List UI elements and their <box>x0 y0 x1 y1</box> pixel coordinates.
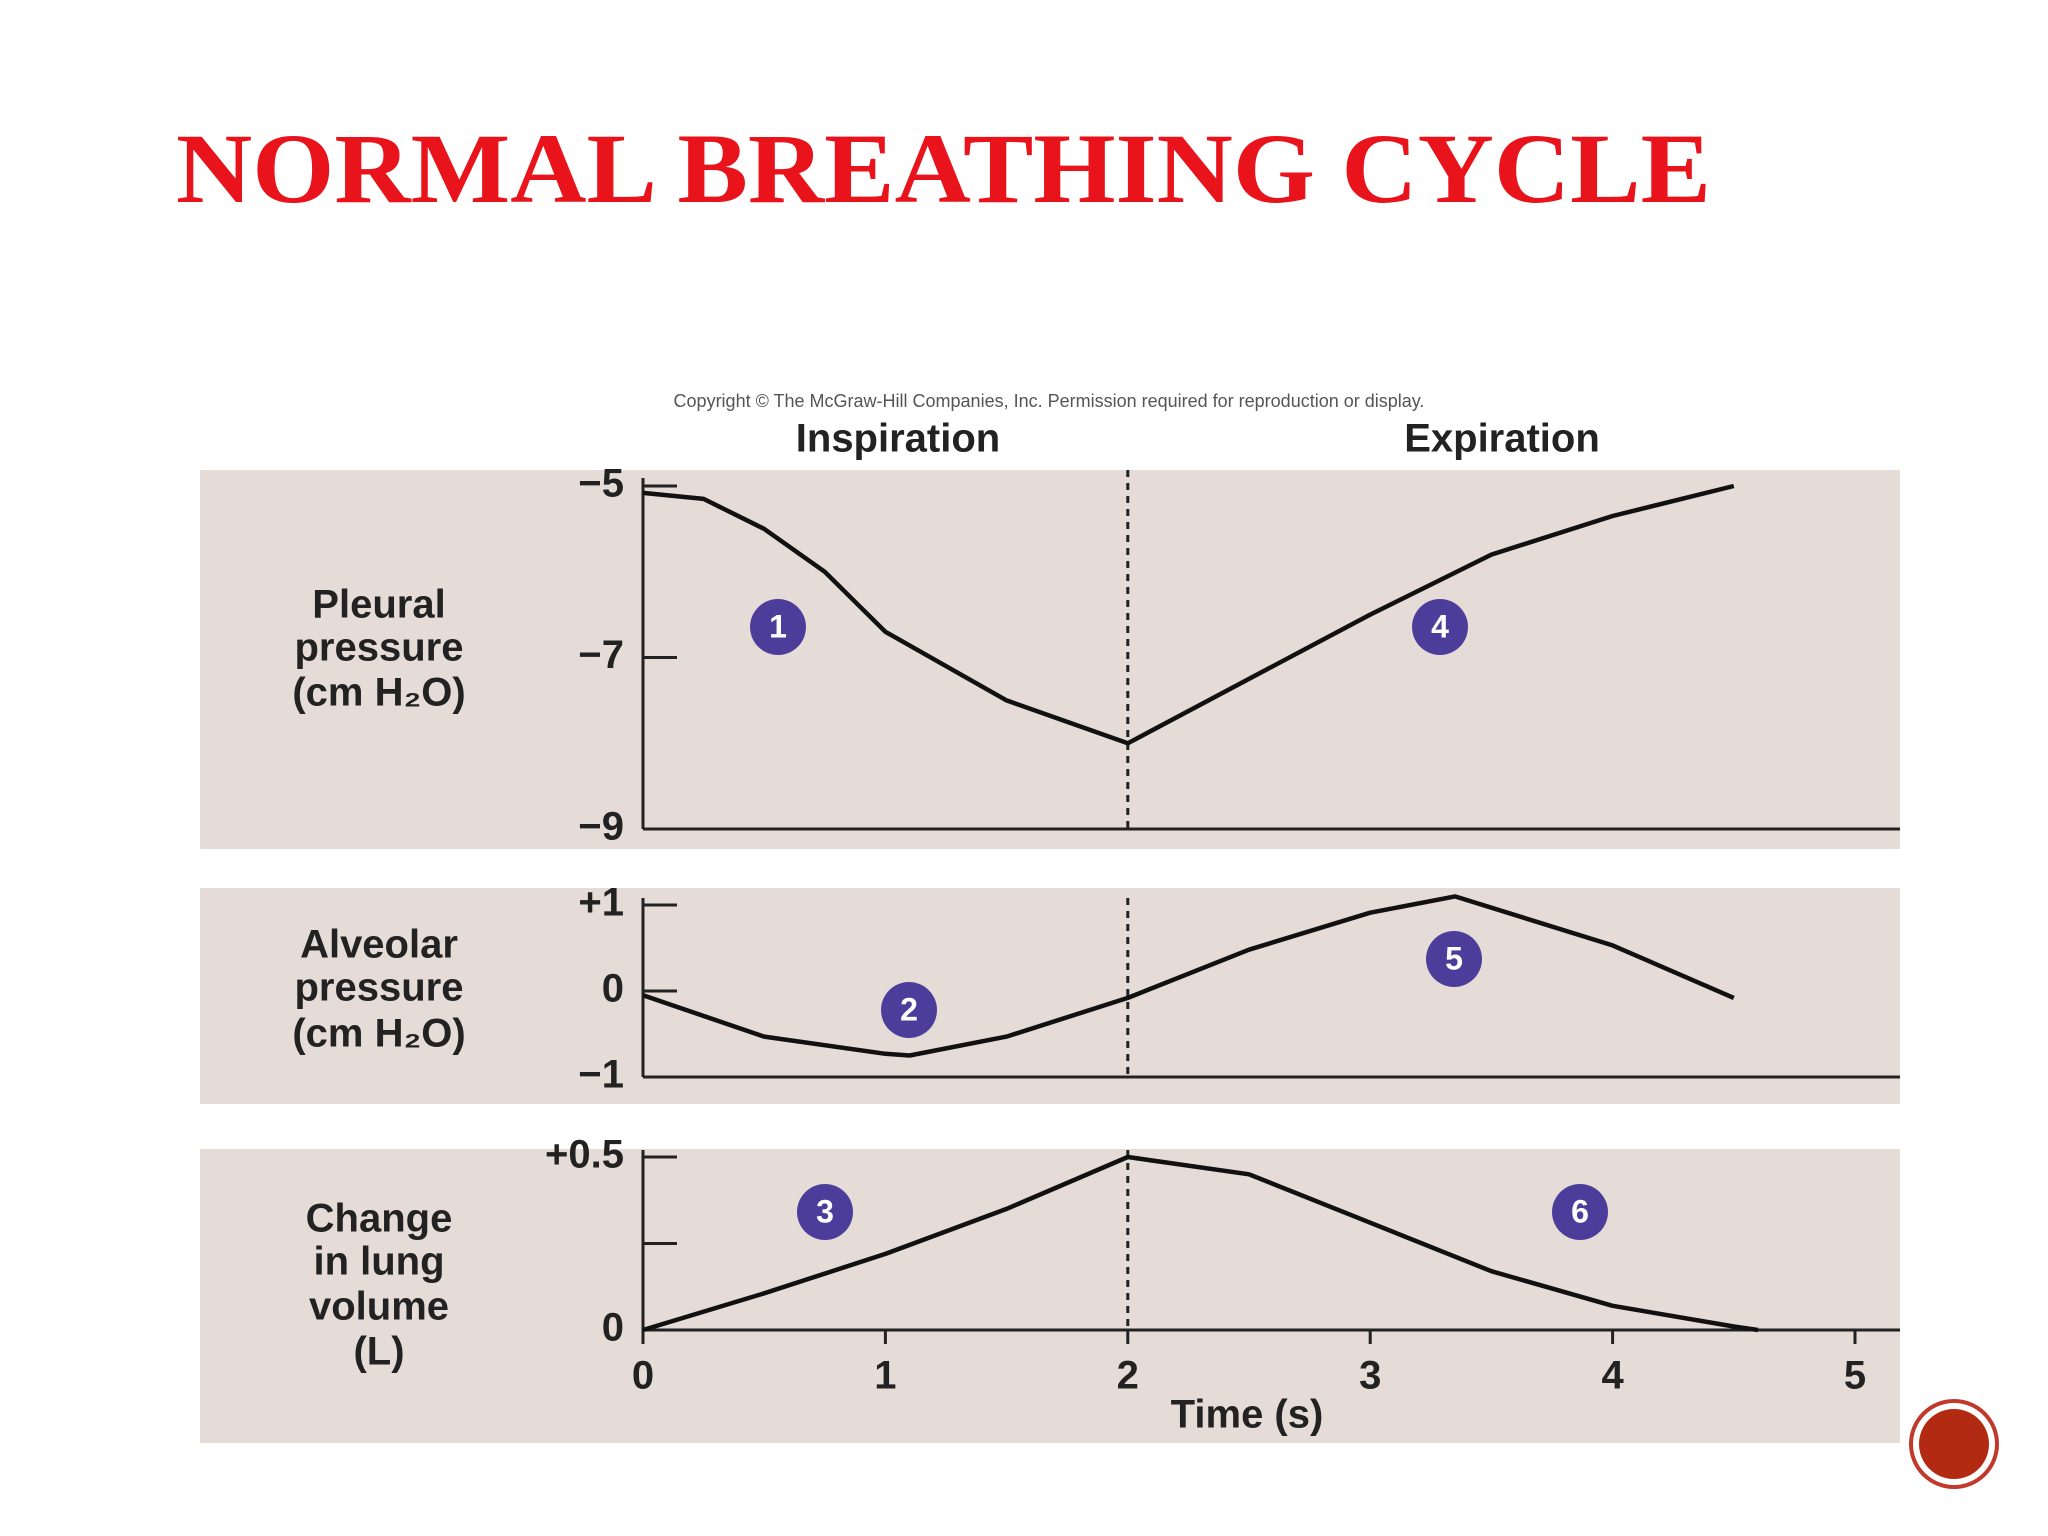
data-line <box>642 1154 1759 1333</box>
step-badge <box>1426 931 1482 987</box>
x-tick-label: 0 <box>632 1354 654 1398</box>
step-badge <box>750 599 806 655</box>
y-axis-label: pressure <box>295 966 464 1010</box>
y-axis-label: (L) <box>353 1330 404 1374</box>
nav-button[interactable] <box>1909 1399 1999 1489</box>
y-axis-label: Change <box>306 1197 453 1241</box>
step-badge-label: 6 <box>1571 1193 1589 1229</box>
y-tick-label: 0 <box>602 967 624 1011</box>
step-badge-label: 5 <box>1445 940 1463 976</box>
y-tick-label: 0 <box>602 1306 624 1350</box>
y-axis-label: (cm H₂O) <box>292 1012 465 1056</box>
phase-label: Inspiration <box>796 417 1000 461</box>
x-tick-label: 2 <box>1117 1354 1139 1398</box>
panel-background <box>200 888 1900 1104</box>
y-axis-label: Pleural <box>312 583 445 627</box>
y-tick-label: −1 <box>578 1053 624 1097</box>
y-tick-label: −9 <box>578 805 624 849</box>
y-tick-label: +1 <box>578 881 624 925</box>
slide-title: NORMAL BREATHING CYCLE <box>176 113 1711 224</box>
x-tick-label: 1 <box>874 1354 896 1398</box>
y-tick-label: +0.5 <box>545 1133 624 1177</box>
x-tick-label: 5 <box>1844 1354 1866 1398</box>
step-badge <box>1552 1184 1608 1240</box>
y-axis-label: pressure <box>295 626 464 670</box>
y-axis-label: volume <box>309 1285 449 1329</box>
y-axis-label: (cm H₂O) <box>292 671 465 715</box>
copyright: Copyright © The McGraw-Hill Companies, I… <box>674 391 1425 411</box>
step-badge <box>797 1184 853 1240</box>
data-line <box>642 894 1735 1058</box>
panel-background <box>200 1149 1900 1443</box>
x-axis-label: Time (s) <box>1171 1393 1324 1437</box>
phase-label: Expiration <box>1404 417 1600 461</box>
nav-button-core[interactable] <box>1919 1409 1989 1479</box>
step-badge <box>881 982 937 1038</box>
panel-background <box>200 470 1900 849</box>
step-badge-label: 4 <box>1431 608 1449 644</box>
x-tick-label: 3 <box>1359 1354 1381 1398</box>
y-tick-label: −5 <box>578 462 624 506</box>
step-badge <box>1412 599 1468 655</box>
y-axis-label: Alveolar <box>300 923 458 967</box>
y-axis-label: in lung <box>313 1240 444 1284</box>
data-line <box>642 483 1735 746</box>
y-tick-label: −7 <box>578 633 624 677</box>
step-badge-label: 3 <box>816 1193 834 1229</box>
step-badge-label: 1 <box>769 608 787 644</box>
x-tick-label: 4 <box>1601 1354 1624 1398</box>
step-badge-label: 2 <box>900 991 918 1027</box>
